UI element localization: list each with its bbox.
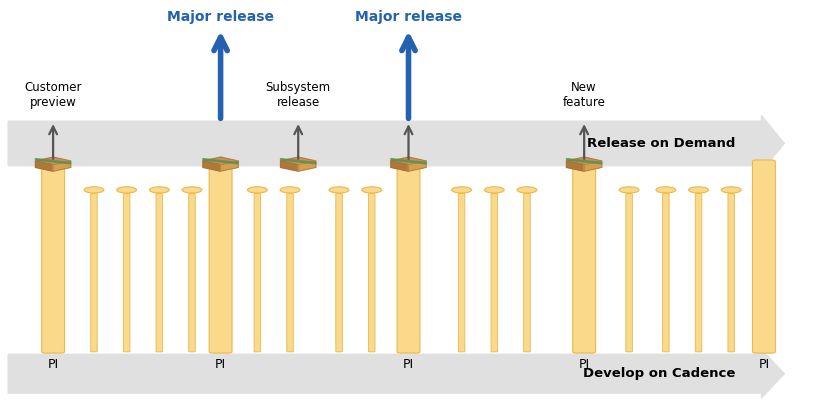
Polygon shape (566, 158, 602, 164)
Polygon shape (566, 157, 602, 165)
FancyBboxPatch shape (573, 160, 596, 353)
FancyBboxPatch shape (287, 194, 293, 352)
Text: Subsystem
release: Subsystem release (266, 81, 331, 109)
Text: New
feature: New feature (563, 81, 605, 109)
Ellipse shape (329, 187, 349, 193)
Text: PI: PI (758, 358, 770, 370)
Polygon shape (203, 161, 221, 171)
Text: PI: PI (578, 358, 590, 370)
Polygon shape (584, 161, 602, 171)
Text: Develop on Cadence: Develop on Cadence (583, 367, 735, 380)
Ellipse shape (484, 187, 504, 193)
Text: Release on Demand: Release on Demand (587, 137, 735, 150)
Ellipse shape (117, 187, 136, 193)
Polygon shape (53, 161, 71, 171)
FancyArrow shape (8, 349, 784, 398)
Ellipse shape (619, 187, 639, 193)
Polygon shape (298, 161, 316, 171)
FancyBboxPatch shape (695, 194, 702, 352)
FancyBboxPatch shape (397, 160, 420, 353)
Ellipse shape (362, 187, 382, 193)
Text: PI: PI (403, 358, 414, 370)
Ellipse shape (517, 187, 537, 193)
Polygon shape (280, 157, 316, 165)
FancyBboxPatch shape (156, 194, 163, 352)
Polygon shape (35, 161, 53, 171)
Ellipse shape (182, 187, 202, 193)
Ellipse shape (721, 187, 741, 193)
FancyBboxPatch shape (752, 160, 775, 353)
FancyBboxPatch shape (524, 194, 530, 352)
Polygon shape (391, 158, 426, 164)
FancyBboxPatch shape (626, 194, 632, 352)
FancyBboxPatch shape (368, 194, 375, 352)
Polygon shape (203, 157, 239, 165)
FancyArrow shape (8, 116, 784, 171)
Ellipse shape (84, 187, 104, 193)
FancyBboxPatch shape (458, 194, 465, 352)
FancyBboxPatch shape (91, 194, 97, 352)
Polygon shape (391, 161, 408, 171)
Polygon shape (280, 161, 298, 171)
Text: Major release: Major release (167, 10, 274, 24)
Ellipse shape (150, 187, 169, 193)
Ellipse shape (248, 187, 267, 193)
Ellipse shape (689, 187, 708, 193)
Text: PI: PI (47, 358, 59, 370)
Polygon shape (35, 157, 71, 165)
Polygon shape (280, 158, 316, 164)
FancyBboxPatch shape (189, 194, 195, 352)
Ellipse shape (656, 187, 676, 193)
FancyBboxPatch shape (491, 194, 498, 352)
FancyBboxPatch shape (123, 194, 130, 352)
Polygon shape (566, 161, 584, 171)
Ellipse shape (452, 187, 471, 193)
Polygon shape (391, 157, 426, 165)
Polygon shape (221, 161, 239, 171)
Text: Major release: Major release (355, 10, 462, 24)
Text: Customer
preview: Customer preview (25, 81, 82, 109)
Text: PI: PI (215, 358, 226, 370)
FancyBboxPatch shape (42, 160, 65, 353)
Polygon shape (408, 161, 426, 171)
FancyBboxPatch shape (209, 160, 232, 353)
FancyBboxPatch shape (336, 194, 342, 352)
FancyBboxPatch shape (728, 194, 734, 352)
FancyBboxPatch shape (254, 194, 261, 352)
FancyBboxPatch shape (663, 194, 669, 352)
Polygon shape (203, 158, 239, 164)
Polygon shape (35, 158, 71, 164)
Ellipse shape (280, 187, 300, 193)
